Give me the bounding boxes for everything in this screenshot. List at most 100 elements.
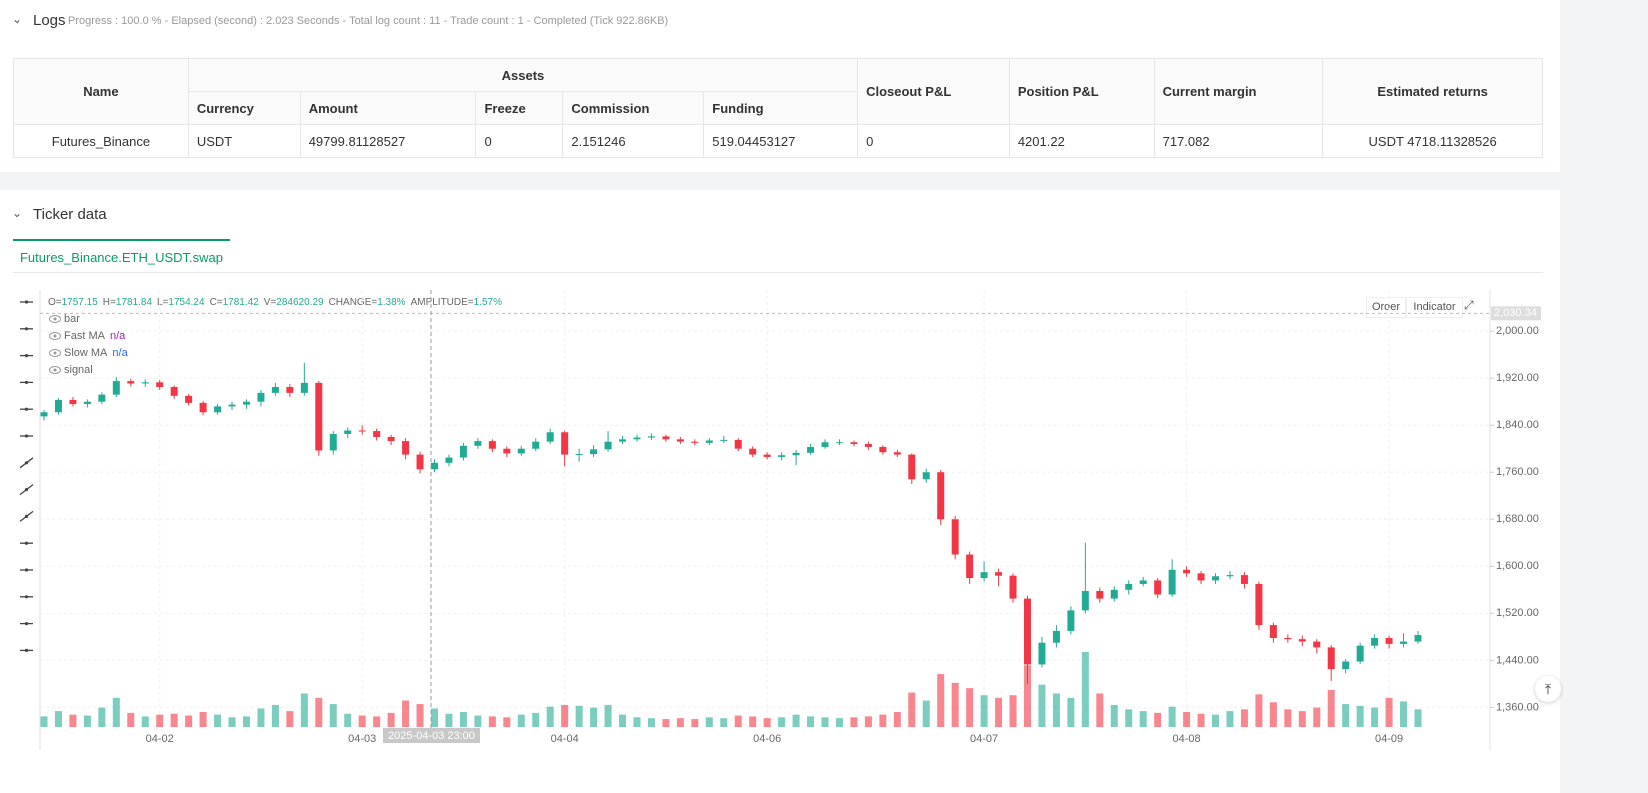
volume-bar	[214, 714, 222, 727]
eye-icon	[49, 332, 61, 340]
volume-bar	[387, 712, 395, 727]
logs-summary: Progress : 100.0 % - Elapsed (second) : …	[68, 15, 669, 27]
candle-body	[1342, 661, 1350, 670]
collapse-icon[interactable]: ⌄	[12, 12, 23, 26]
info-value: 1754.24	[168, 297, 205, 308]
volume-bar	[517, 714, 525, 727]
volume-bar	[1313, 707, 1321, 727]
volume-bar	[488, 716, 496, 727]
volume-bar	[604, 704, 612, 727]
info-key: V=	[264, 297, 277, 308]
volume-bar	[1154, 712, 1162, 727]
indicator-button[interactable]: Indicator	[1406, 297, 1463, 318]
volume-bar	[459, 712, 467, 727]
candle-body	[850, 442, 858, 445]
volume-bar	[951, 682, 959, 727]
th: Freeze	[475, 91, 564, 125]
info-value: 1781.42	[223, 297, 260, 308]
tool-icon	[24, 407, 29, 411]
candle-body	[604, 441, 612, 450]
volume-bar	[1038, 684, 1046, 727]
volume-bar	[112, 697, 120, 727]
volume-bar	[633, 717, 641, 727]
candle-body	[532, 441, 540, 449]
candle-body	[1313, 641, 1321, 648]
right-gutter	[1560, 0, 1648, 793]
volume-bar	[676, 718, 684, 727]
x-tick-label: 04-04	[551, 733, 579, 745]
volume-bar	[1023, 665, 1031, 727]
candle-body	[1197, 573, 1205, 581]
order-button[interactable]: Order	[1366, 297, 1406, 318]
info-value: 1757.15	[62, 297, 99, 308]
volume-bar	[720, 718, 728, 727]
candle-body	[763, 454, 771, 457]
candle-body	[893, 452, 901, 455]
candle-body	[1298, 639, 1306, 642]
volume-bar	[575, 705, 583, 727]
candle-body	[995, 572, 1003, 576]
volume-bar	[170, 713, 178, 727]
volume-bar	[1298, 711, 1306, 727]
volume-bar	[315, 697, 323, 727]
candle-body	[431, 462, 439, 470]
price-label: 2,030.34	[1494, 307, 1537, 319]
volume-bar	[83, 715, 91, 727]
tab[interactable]: Futures_Binance.ETH_USDT.swap	[13, 239, 230, 272]
y-tick-label: 1,920.00	[1496, 372, 1539, 384]
scroll-top-button[interactable]: ⤒	[1535, 676, 1561, 702]
td: 0	[857, 124, 1010, 158]
volume-bar	[908, 692, 916, 727]
candle-body	[980, 572, 988, 579]
indicator-name: signal	[64, 364, 93, 376]
candle-body	[416, 454, 424, 470]
candle-body	[590, 449, 598, 455]
volume-bar	[329, 704, 337, 727]
candle-body	[908, 454, 916, 480]
candle-body	[1183, 569, 1191, 574]
td: Futures_Binance	[13, 124, 189, 158]
candle-body	[864, 444, 872, 447]
volume-bar	[1240, 709, 1248, 727]
volume-bar	[778, 717, 786, 727]
volume-bar	[1081, 652, 1089, 727]
tool-icon	[24, 568, 29, 572]
th: Amount	[299, 91, 477, 125]
td: 49799.81128527	[299, 124, 477, 158]
volume-bar	[893, 712, 901, 727]
info-value: 1781.84	[116, 297, 153, 308]
indicator-name: Slow MA	[64, 347, 108, 359]
info-key: O=	[48, 297, 62, 308]
td: USDT 4718.11328526	[1322, 124, 1543, 158]
candle-body	[1052, 630, 1060, 643]
th: Position P&L	[1008, 58, 1155, 125]
volume-bar	[358, 715, 366, 727]
candle-body	[112, 381, 120, 395]
candle-body	[199, 402, 207, 413]
candle-body	[749, 448, 757, 455]
volume-bar	[835, 718, 843, 727]
volume-bar	[1212, 714, 1220, 727]
collapse-icon[interactable]: ⌄	[12, 206, 23, 220]
td: 4201.22	[1008, 124, 1155, 158]
volume-bar	[763, 718, 771, 727]
assets-table: Name Assets Closeout P&L Position P&L Curren…	[13, 58, 1543, 158]
td: 717.082	[1153, 124, 1324, 158]
volume-bar	[228, 717, 236, 727]
x-tick-label: 04-09	[1375, 733, 1403, 745]
candle-body	[1067, 610, 1075, 631]
volume-bar	[937, 674, 945, 727]
fullscreen-button[interactable]: ⤢	[1464, 298, 1474, 312]
th: Closeout P&L	[857, 58, 1010, 125]
indicator-value: n/a	[112, 347, 128, 359]
candle-body	[937, 472, 945, 520]
candle-body	[488, 441, 496, 449]
tool-icon	[24, 648, 29, 653]
candle-body	[1081, 590, 1089, 611]
y-tick-label: 1,680.00	[1496, 513, 1539, 525]
eye-icon	[53, 334, 57, 338]
tool-icon	[24, 622, 29, 626]
candle-body	[835, 442, 843, 444]
volume-bar	[705, 717, 713, 727]
